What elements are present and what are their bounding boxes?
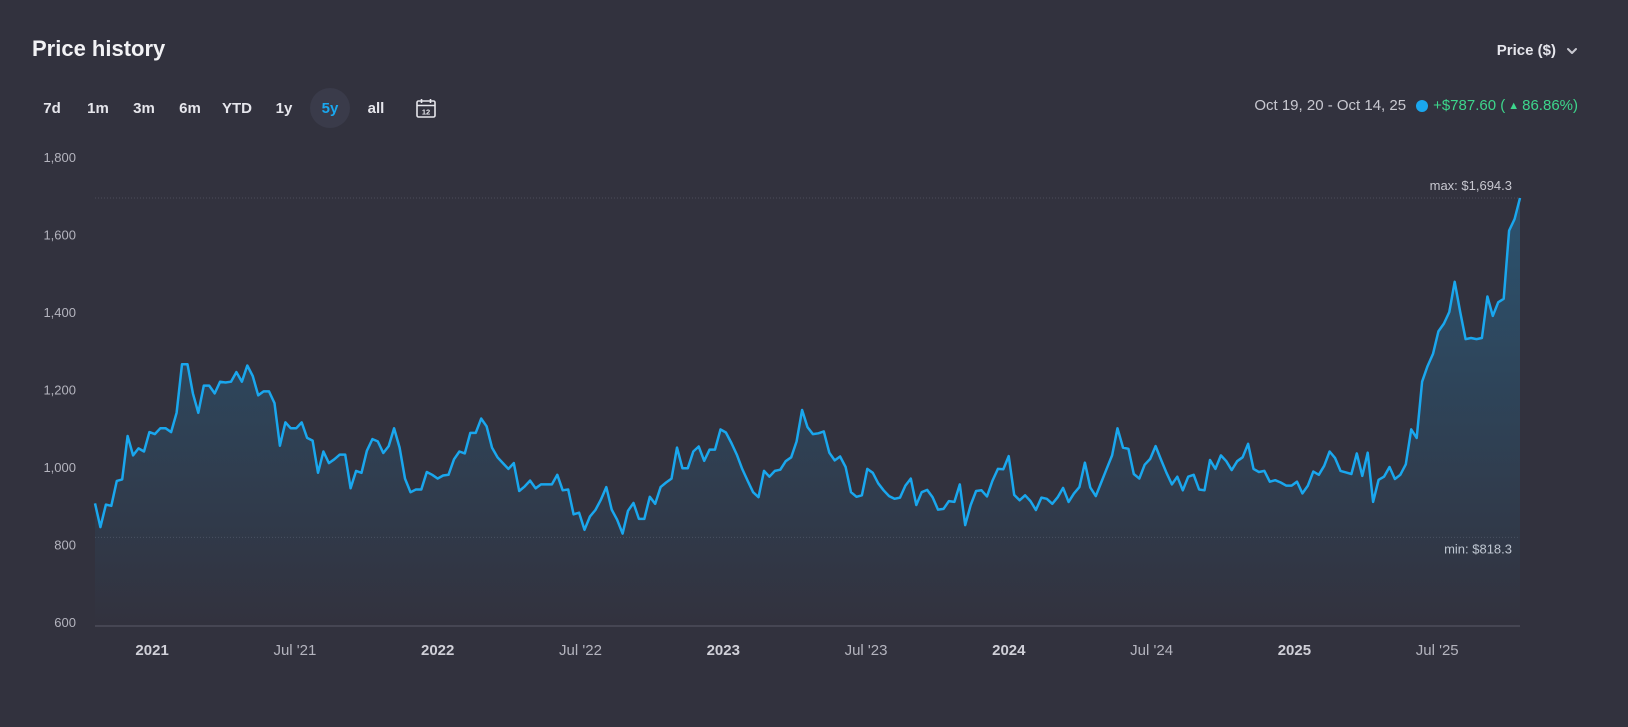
date-picker-button[interactable]: 12 xyxy=(406,88,446,128)
range-ytd-button[interactable]: YTD xyxy=(222,99,252,117)
range-6m-button[interactable]: 6m xyxy=(179,99,201,117)
series-dot xyxy=(1416,99,1429,112)
y-tick-label: 1,400 xyxy=(43,305,76,320)
range-all-button[interactable]: all xyxy=(367,99,385,117)
up-triangle-icon: ▲ xyxy=(1508,99,1520,112)
metric-dropdown[interactable]: Price ($) xyxy=(1497,42,1578,59)
max-label: max: $1,694.3 xyxy=(1430,178,1512,193)
range-7d-button[interactable]: 7d xyxy=(43,99,61,117)
y-tick-label: 1,600 xyxy=(43,228,76,243)
calendar-day: 12 xyxy=(422,108,430,117)
x-tick-label: Jul '22 xyxy=(559,642,602,659)
price-chart[interactable]: 600 800 1,000 1,200 1,400 1,600 1,800 max: $1,… xyxy=(0,140,1628,727)
y-tick-label: 1,200 xyxy=(43,383,76,398)
calendar-icon: 12 xyxy=(416,99,436,118)
range-3m-button[interactable]: 3m xyxy=(133,99,155,117)
metric-dropdown-label: Price ($) xyxy=(1496,42,1556,59)
x-tick-label: 2025 xyxy=(1278,642,1311,659)
x-axis: 2021 Jul '21 2022 Jul '22 2023 Jul '23 2024 Jul… xyxy=(135,642,1458,659)
x-tick-label: Jul '23 xyxy=(845,642,888,659)
chevron-down-icon xyxy=(1567,47,1577,54)
y-tick-label: 800 xyxy=(54,538,76,553)
range-1y-button[interactable]: 1y xyxy=(275,99,293,117)
y-tick-label: 1,800 xyxy=(43,150,76,165)
range-selector: 7d 1m 3m 6m YTD 1y 5y all 12 xyxy=(32,88,446,128)
range-1m-button[interactable]: 1m xyxy=(87,99,109,117)
y-tick-label: 600 xyxy=(54,615,76,630)
x-tick-label: 2022 xyxy=(421,642,454,659)
change-percent: 86.86% xyxy=(1522,97,1573,114)
date-range: Oct 19, 20 - Oct 14, 25 xyxy=(1254,97,1407,114)
x-tick-label: Jul '24 xyxy=(1130,642,1173,659)
price-line xyxy=(93,197,1522,535)
y-tick-label: 1,000 xyxy=(43,460,76,475)
change-close-paren: ) xyxy=(1573,97,1578,114)
x-tick-label: 2024 xyxy=(992,642,1026,659)
x-tick-label: Jul '21 xyxy=(273,642,316,659)
x-tick-label: 2023 xyxy=(707,642,740,659)
range-5y-button[interactable]: 5y xyxy=(310,88,350,128)
change-summary: Oct 19, 20 - Oct 14, 25 +$787.60 ( ▲ 86.… xyxy=(1254,97,1578,114)
x-tick-label: 2021 xyxy=(135,642,168,659)
change-absolute: +$787.60 xyxy=(1433,97,1497,114)
change-open-paren: ( xyxy=(1496,97,1506,114)
x-tick-label: Jul '25 xyxy=(1416,642,1459,659)
y-axis: 600 800 1,000 1,200 1,400 1,600 1,800 xyxy=(43,150,76,630)
price-area xyxy=(95,198,1520,626)
page-title: Price history xyxy=(32,36,166,61)
